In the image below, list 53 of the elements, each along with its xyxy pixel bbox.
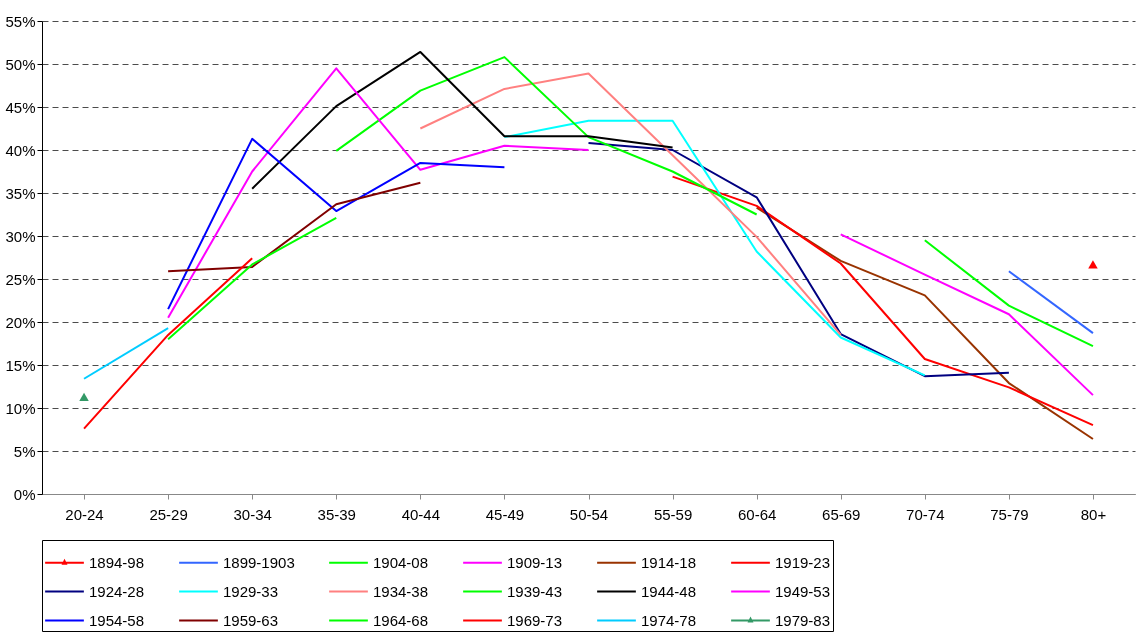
legend-label: 1904-08 — [373, 553, 429, 571]
x-tick-label: 55-59 — [653, 505, 693, 523]
x-tick-label: 30-34 — [233, 505, 272, 523]
legend-label: 1909-13 — [507, 553, 563, 571]
line-series — [503, 119, 926, 377]
x-tick-label: 80+ — [1080, 505, 1107, 523]
line-series — [167, 181, 422, 273]
x-tick-label: 25-29 — [149, 505, 188, 523]
line-series — [335, 56, 758, 216]
legend-label: 1914-18 — [641, 553, 697, 571]
legend-label: 1919-23 — [775, 553, 831, 571]
x-tick-label: 50-54 — [569, 505, 609, 523]
y-tick-label: 10% — [5, 399, 36, 417]
x-tick-label: 45-49 — [485, 505, 525, 523]
x-tick-label: 65-69 — [822, 505, 861, 523]
y-tick-label: 5% — [13, 442, 36, 460]
y-tick-label: 55% — [5, 12, 36, 30]
legend-label: 1949-53 — [775, 582, 831, 600]
x-tick-label: 35-39 — [317, 505, 356, 523]
line-series — [839, 233, 1094, 397]
line-series — [755, 206, 1094, 440]
legend-label: 1964-68 — [373, 611, 429, 629]
legend-label: 1934-38 — [373, 582, 429, 600]
legend-label: 1929-33 — [223, 582, 279, 600]
line-series — [419, 72, 842, 336]
legend-label: 1944-48 — [641, 582, 697, 600]
legend-label: 1959-63 — [223, 611, 279, 629]
legend-label: 1969-73 — [507, 611, 563, 629]
line-series — [167, 67, 590, 319]
y-tick-label: 30% — [5, 227, 36, 245]
y-tick-label: 40% — [5, 141, 36, 159]
y-tick-label: 25% — [5, 270, 36, 288]
line-series — [587, 142, 1010, 378]
x-tick-label: 70-74 — [906, 505, 945, 523]
legend-label: 1924-28 — [89, 582, 145, 600]
y-tick-label: 35% — [5, 184, 36, 202]
legend-label: 1954-58 — [89, 611, 145, 629]
legend-label: 1974-78 — [641, 611, 697, 629]
legend-label: 1894-98 — [89, 553, 145, 571]
y-tick-label: 50% — [5, 55, 36, 73]
y-tick-label: 45% — [5, 98, 36, 116]
line-series — [167, 137, 506, 311]
legend-label: 1939-43 — [507, 582, 563, 600]
y-tick-label: 0% — [13, 485, 36, 503]
legend-label: 1899-1903 — [223, 553, 295, 571]
x-tick-label: 20-24 — [65, 505, 104, 523]
x-tick-label: 60-64 — [737, 505, 777, 523]
x-tick-label: 75-79 — [990, 505, 1029, 523]
legend-label: 1979-83 — [775, 611, 831, 629]
y-tick-label: 20% — [5, 313, 36, 331]
y-tick-label: 15% — [5, 356, 36, 374]
line-series — [671, 175, 1094, 427]
x-tick-label: 40-44 — [401, 505, 441, 523]
